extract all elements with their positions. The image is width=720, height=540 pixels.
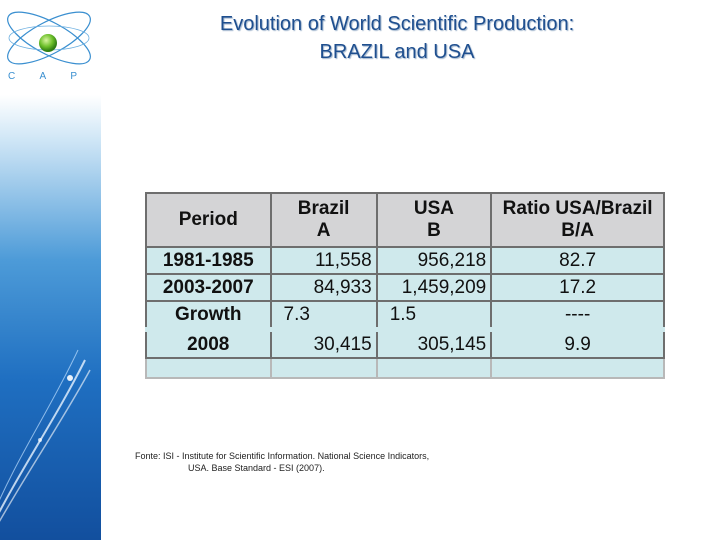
empty-cell bbox=[145, 357, 272, 379]
cell-period: 2008 bbox=[145, 327, 272, 359]
logo-text: C A P E S bbox=[8, 71, 101, 82]
capes-logo: C A P E S bbox=[0, 0, 101, 95]
table-row: 2008 30,415 305,145 9.9 bbox=[145, 327, 665, 359]
cell-usa: 1,459,209 bbox=[375, 273, 493, 302]
footnote-line-2: USA. Base Standard - ESI (2007). bbox=[188, 463, 325, 473]
table-row: Growth 7.3 1.5 ---- bbox=[145, 300, 665, 331]
cell-brazil: 11,558 bbox=[269, 246, 378, 275]
cell-period: 2003-2007 bbox=[145, 273, 272, 302]
header-brazil: Brazil A bbox=[269, 192, 378, 248]
table-row: 2003-2007 84,933 1,459,209 17.2 bbox=[145, 273, 665, 302]
cell-period: Growth bbox=[145, 300, 272, 331]
globe-orbit-icon bbox=[7, 11, 91, 65]
header-usa-line1: USA bbox=[413, 198, 455, 219]
source-footnote: Fonte: ISI - Institute for Scientific In… bbox=[135, 450, 495, 474]
cell-ratio: 9.9 bbox=[490, 327, 665, 359]
table-row: 1981-1985 11,558 956,218 82.7 bbox=[145, 246, 665, 275]
header-period: Period bbox=[145, 192, 272, 248]
footnote-line-1: Fonte: ISI - Institute for Scientific In… bbox=[135, 451, 430, 461]
header-usa-line2: B bbox=[427, 220, 441, 241]
header-ratio-line1: Ratio USA/Brazil bbox=[502, 198, 653, 219]
cell-ratio: 17.2 bbox=[490, 273, 665, 302]
decorative-swoosh bbox=[0, 349, 91, 522]
empty-cell bbox=[375, 357, 493, 379]
cell-ratio: 82.7 bbox=[490, 246, 665, 275]
empty-cell bbox=[269, 357, 378, 379]
cell-usa: 305,145 bbox=[375, 327, 493, 359]
sidebar-band: C A P E S bbox=[0, 0, 101, 540]
cell-ratio: ---- bbox=[490, 300, 665, 331]
cell-brazil: 7.3 bbox=[269, 300, 378, 331]
header-ratio-line2: B/A bbox=[561, 220, 594, 241]
cell-brazil: 84,933 bbox=[269, 273, 378, 302]
table-empty-row bbox=[145, 357, 665, 379]
header-brazil-line2: A bbox=[316, 220, 331, 241]
cell-usa: 956,218 bbox=[375, 246, 493, 275]
header-usa: USA B bbox=[375, 192, 493, 248]
header-brazil-line1: Brazil bbox=[297, 198, 350, 219]
title-line-1: Evolution of World Scientific Production… bbox=[219, 13, 575, 35]
table-header-row: Period Brazil A USA B Ratio USA/Brazil B… bbox=[145, 192, 665, 248]
cell-period: 1981-1985 bbox=[145, 246, 272, 275]
cell-brazil: 30,415 bbox=[269, 327, 378, 359]
slide-title: Evolution of World Scientific Production… bbox=[110, 10, 684, 66]
title-line-2: BRAZIL and USA bbox=[319, 41, 475, 63]
production-table: Period Brazil A USA B Ratio USA/Brazil B… bbox=[145, 192, 665, 379]
header-ratio: Ratio USA/Brazil B/A bbox=[490, 192, 665, 248]
empty-cell bbox=[490, 357, 665, 379]
cell-usa: 1.5 bbox=[375, 300, 493, 331]
